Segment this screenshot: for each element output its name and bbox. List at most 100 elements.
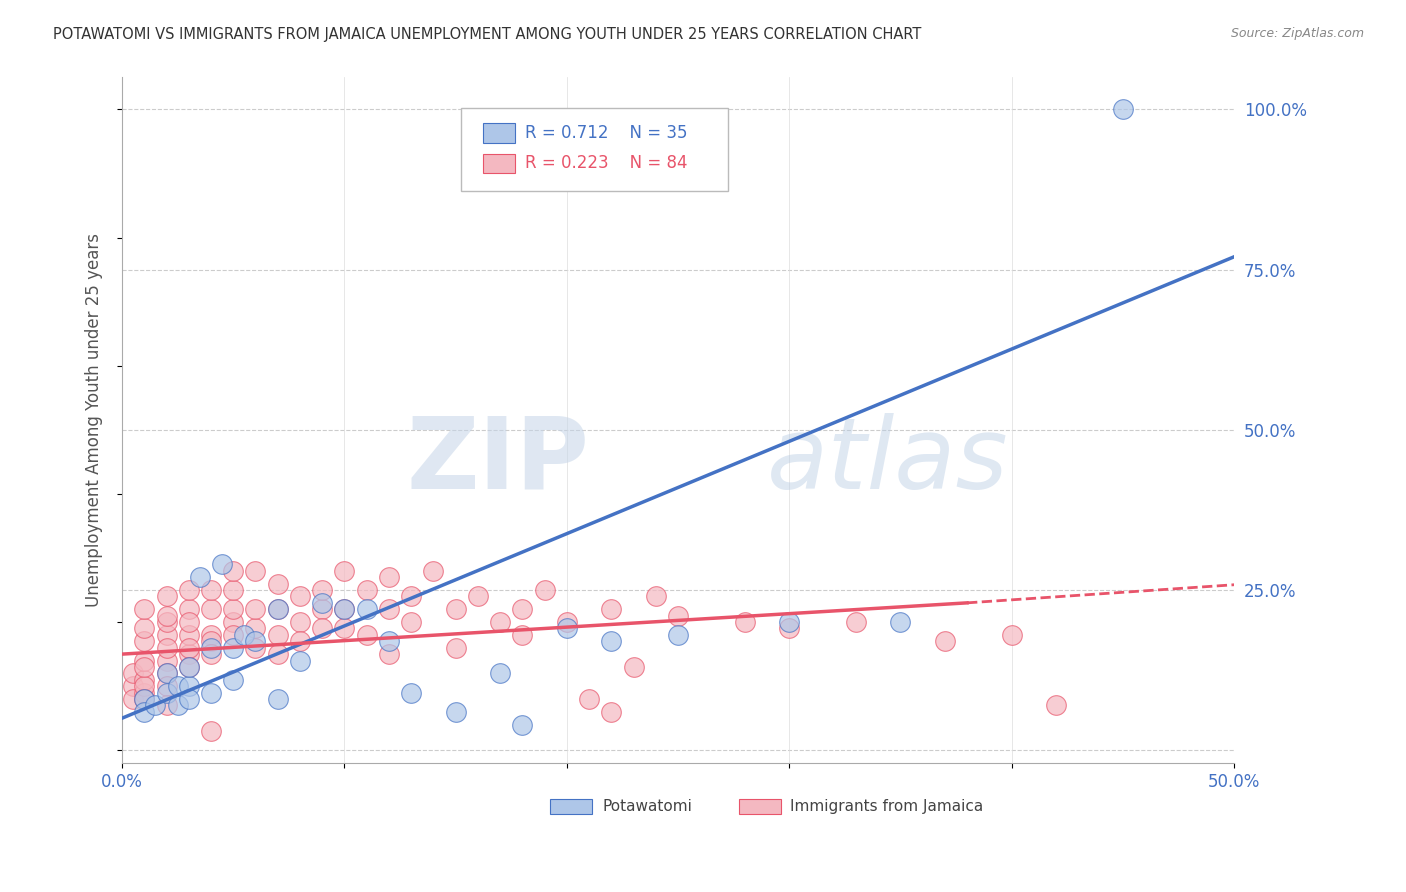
Point <box>356 628 378 642</box>
Text: Immigrants from Jamaica: Immigrants from Jamaica <box>790 799 984 814</box>
Point <box>555 615 578 629</box>
Point <box>533 582 555 597</box>
Point <box>444 705 467 719</box>
Point <box>778 615 800 629</box>
Point <box>444 640 467 655</box>
Text: Source: ZipAtlas.com: Source: ZipAtlas.com <box>1230 27 1364 40</box>
Point <box>134 634 156 648</box>
Point <box>666 628 689 642</box>
Point <box>356 582 378 597</box>
Point <box>889 615 911 629</box>
Point <box>222 582 245 597</box>
Point <box>155 698 177 713</box>
Point <box>245 622 267 636</box>
Point <box>356 602 378 616</box>
FancyBboxPatch shape <box>550 799 592 814</box>
Point <box>122 679 145 693</box>
Point <box>177 615 200 629</box>
Point <box>333 602 356 616</box>
Point <box>333 564 356 578</box>
Point <box>444 602 467 616</box>
Point <box>155 685 177 699</box>
Point <box>489 666 512 681</box>
Text: R = 0.712    N = 35: R = 0.712 N = 35 <box>524 124 688 142</box>
FancyBboxPatch shape <box>740 799 782 814</box>
Text: atlas: atlas <box>766 413 1008 510</box>
Point <box>155 640 177 655</box>
Point <box>155 666 177 681</box>
Point <box>155 590 177 604</box>
Point <box>200 647 222 661</box>
Point <box>211 558 233 572</box>
Point <box>778 622 800 636</box>
Point <box>245 640 267 655</box>
Point <box>267 647 290 661</box>
Point <box>233 628 256 642</box>
Point <box>267 692 290 706</box>
Point <box>155 608 177 623</box>
Point <box>200 628 222 642</box>
Point <box>267 628 290 642</box>
Point <box>311 582 333 597</box>
Point <box>510 602 533 616</box>
Point <box>399 590 422 604</box>
Text: ZIP: ZIP <box>406 413 589 510</box>
Point <box>378 634 401 648</box>
Point <box>267 602 290 616</box>
Point <box>200 634 222 648</box>
Point <box>177 582 200 597</box>
Point <box>166 679 188 693</box>
Point <box>467 590 489 604</box>
Point <box>378 570 401 584</box>
Point <box>644 590 666 604</box>
Point <box>311 602 333 616</box>
Point <box>222 615 245 629</box>
Point <box>166 698 188 713</box>
Point <box>934 634 956 648</box>
Point <box>134 654 156 668</box>
Point <box>245 564 267 578</box>
Point <box>134 602 156 616</box>
Point <box>288 654 311 668</box>
Point <box>177 679 200 693</box>
Point <box>155 666 177 681</box>
Point <box>222 602 245 616</box>
Point <box>666 608 689 623</box>
Point <box>134 679 156 693</box>
Point <box>222 673 245 687</box>
FancyBboxPatch shape <box>484 153 515 173</box>
Point <box>134 685 156 699</box>
Point <box>122 692 145 706</box>
Point <box>422 564 444 578</box>
Point <box>510 717 533 731</box>
Point <box>134 705 156 719</box>
Point <box>288 590 311 604</box>
Point <box>267 602 290 616</box>
Point <box>177 640 200 655</box>
Point <box>399 615 422 629</box>
Point <box>378 647 401 661</box>
Point <box>288 634 311 648</box>
Point <box>845 615 868 629</box>
Point <box>177 660 200 674</box>
Point <box>378 602 401 616</box>
Point <box>578 692 600 706</box>
Point <box>510 628 533 642</box>
Point <box>122 666 145 681</box>
Point <box>188 570 211 584</box>
Point <box>177 647 200 661</box>
Point <box>267 576 290 591</box>
FancyBboxPatch shape <box>461 108 728 191</box>
Point <box>222 628 245 642</box>
Point <box>200 602 222 616</box>
Point <box>1112 103 1135 117</box>
Point <box>333 622 356 636</box>
Point <box>155 628 177 642</box>
Point <box>155 654 177 668</box>
Point <box>145 698 167 713</box>
Point <box>200 724 222 739</box>
Text: Potawatomi: Potawatomi <box>602 799 692 814</box>
Point <box>1045 698 1067 713</box>
Point <box>222 640 245 655</box>
Point <box>200 640 222 655</box>
